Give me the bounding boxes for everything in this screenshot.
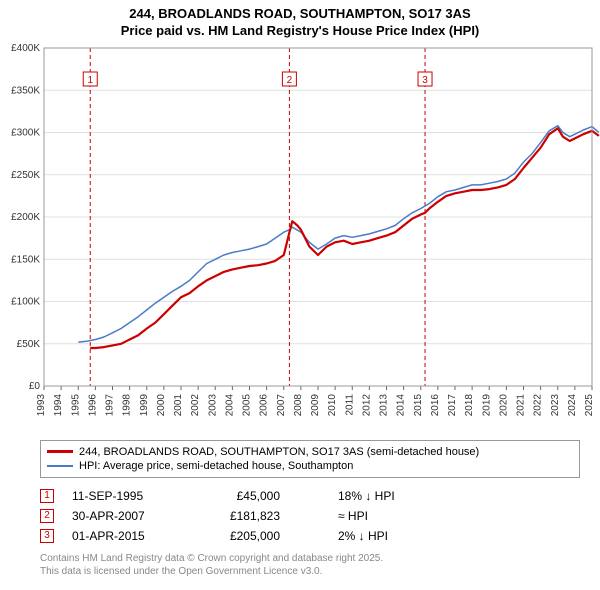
legend-swatch — [47, 465, 73, 467]
svg-text:2015: 2015 — [413, 393, 424, 416]
svg-text:1: 1 — [87, 75, 93, 86]
svg-text:£350K: £350K — [11, 85, 40, 96]
chart-title: 244, BROADLANDS ROAD, SOUTHAMPTON, SO17 … — [0, 0, 600, 44]
svg-text:1994: 1994 — [53, 393, 64, 416]
svg-text:£200K: £200K — [11, 212, 40, 223]
legend-item: 244, BROADLANDS ROAD, SOUTHAMPTON, SO17 … — [47, 445, 573, 459]
svg-text:2016: 2016 — [430, 393, 441, 416]
transaction-row: 2 30-APR-2007 £181,823 ≈ HPI — [40, 506, 580, 526]
svg-text:1999: 1999 — [139, 393, 150, 416]
transaction-date: 30-APR-2007 — [72, 509, 172, 523]
transaction-marker: 2 — [40, 509, 54, 523]
transaction-marker: 3 — [40, 529, 54, 543]
svg-text:2006: 2006 — [259, 393, 270, 416]
svg-text:2003: 2003 — [207, 393, 218, 416]
svg-text:2019: 2019 — [481, 393, 492, 416]
chart-area: £0 £50K £100K £150K £200K £250K £300K £350K £400… — [0, 44, 600, 434]
svg-text:1995: 1995 — [70, 393, 81, 416]
svg-text:£0: £0 — [29, 381, 41, 392]
svg-text:2010: 2010 — [327, 393, 338, 416]
svg-text:2018: 2018 — [464, 393, 475, 416]
svg-text:2023: 2023 — [550, 393, 561, 416]
legend-swatch — [47, 450, 73, 453]
svg-text:2000: 2000 — [156, 393, 167, 416]
title-line-1: 244, BROADLANDS ROAD, SOUTHAMPTON, SO17 … — [0, 6, 600, 23]
transaction-price: £205,000 — [190, 529, 280, 543]
svg-text:£400K: £400K — [11, 44, 40, 54]
svg-text:2: 2 — [287, 75, 293, 86]
svg-text:2011: 2011 — [344, 393, 355, 415]
svg-text:2005: 2005 — [242, 393, 253, 416]
footer-attribution: Contains HM Land Registry data © Crown c… — [40, 552, 580, 578]
transaction-row: 3 01-APR-2015 £205,000 2% ↓ HPI — [40, 526, 580, 546]
svg-text:1993: 1993 — [36, 393, 47, 416]
svg-text:£300K: £300K — [11, 127, 40, 138]
svg-text:2002: 2002 — [190, 393, 201, 416]
svg-text:2025: 2025 — [584, 393, 595, 416]
legend: 244, BROADLANDS ROAD, SOUTHAMPTON, SO17 … — [40, 440, 580, 478]
svg-text:£50K: £50K — [17, 339, 41, 350]
svg-text:2008: 2008 — [293, 393, 304, 416]
svg-text:2020: 2020 — [498, 393, 509, 416]
title-line-2: Price paid vs. HM Land Registry's House … — [0, 23, 600, 40]
svg-text:1997: 1997 — [105, 393, 116, 416]
svg-text:2013: 2013 — [379, 393, 390, 416]
footer-line-2: This data is licensed under the Open Gov… — [40, 565, 580, 578]
svg-text:3: 3 — [422, 75, 428, 86]
svg-text:£100K: £100K — [11, 296, 40, 307]
transaction-row: 1 11-SEP-1995 £45,000 18% ↓ HPI — [40, 486, 580, 506]
legend-label: HPI: Average price, semi-detached house,… — [79, 460, 353, 472]
svg-text:1998: 1998 — [122, 393, 133, 416]
legend-item: HPI: Average price, semi-detached house,… — [47, 459, 573, 473]
svg-text:£150K: £150K — [11, 254, 40, 265]
svg-text:2004: 2004 — [224, 393, 235, 416]
transactions-table: 1 11-SEP-1995 £45,000 18% ↓ HPI 2 30-APR-2007… — [40, 486, 580, 546]
svg-text:2021: 2021 — [516, 393, 527, 416]
transaction-price: £181,823 — [190, 509, 280, 523]
svg-text:2022: 2022 — [533, 393, 544, 416]
footer-line-1: Contains HM Land Registry data © Crown c… — [40, 552, 580, 565]
legend-label: 244, BROADLANDS ROAD, SOUTHAMPTON, SO17 … — [79, 446, 479, 458]
transaction-marker: 1 — [40, 489, 54, 503]
svg-text:2024: 2024 — [567, 393, 578, 416]
svg-text:2017: 2017 — [447, 393, 458, 416]
svg-text:2014: 2014 — [396, 393, 407, 416]
transaction-date: 11-SEP-1995 — [72, 489, 172, 503]
svg-text:2001: 2001 — [173, 393, 184, 416]
svg-text:2012: 2012 — [361, 393, 372, 416]
transaction-date: 01-APR-2015 — [72, 529, 172, 543]
transaction-hpi: 2% ↓ HPI — [298, 529, 408, 543]
svg-text:£250K: £250K — [11, 170, 40, 181]
transaction-price: £45,000 — [190, 489, 280, 503]
svg-text:2007: 2007 — [276, 393, 287, 416]
svg-text:1996: 1996 — [87, 393, 98, 416]
transaction-hpi: 18% ↓ HPI — [298, 489, 408, 503]
line-chart-svg: £0 £50K £100K £150K £200K £250K £300K £350K £400… — [0, 44, 600, 434]
transaction-hpi: ≈ HPI — [298, 509, 408, 523]
svg-text:2009: 2009 — [310, 393, 321, 416]
